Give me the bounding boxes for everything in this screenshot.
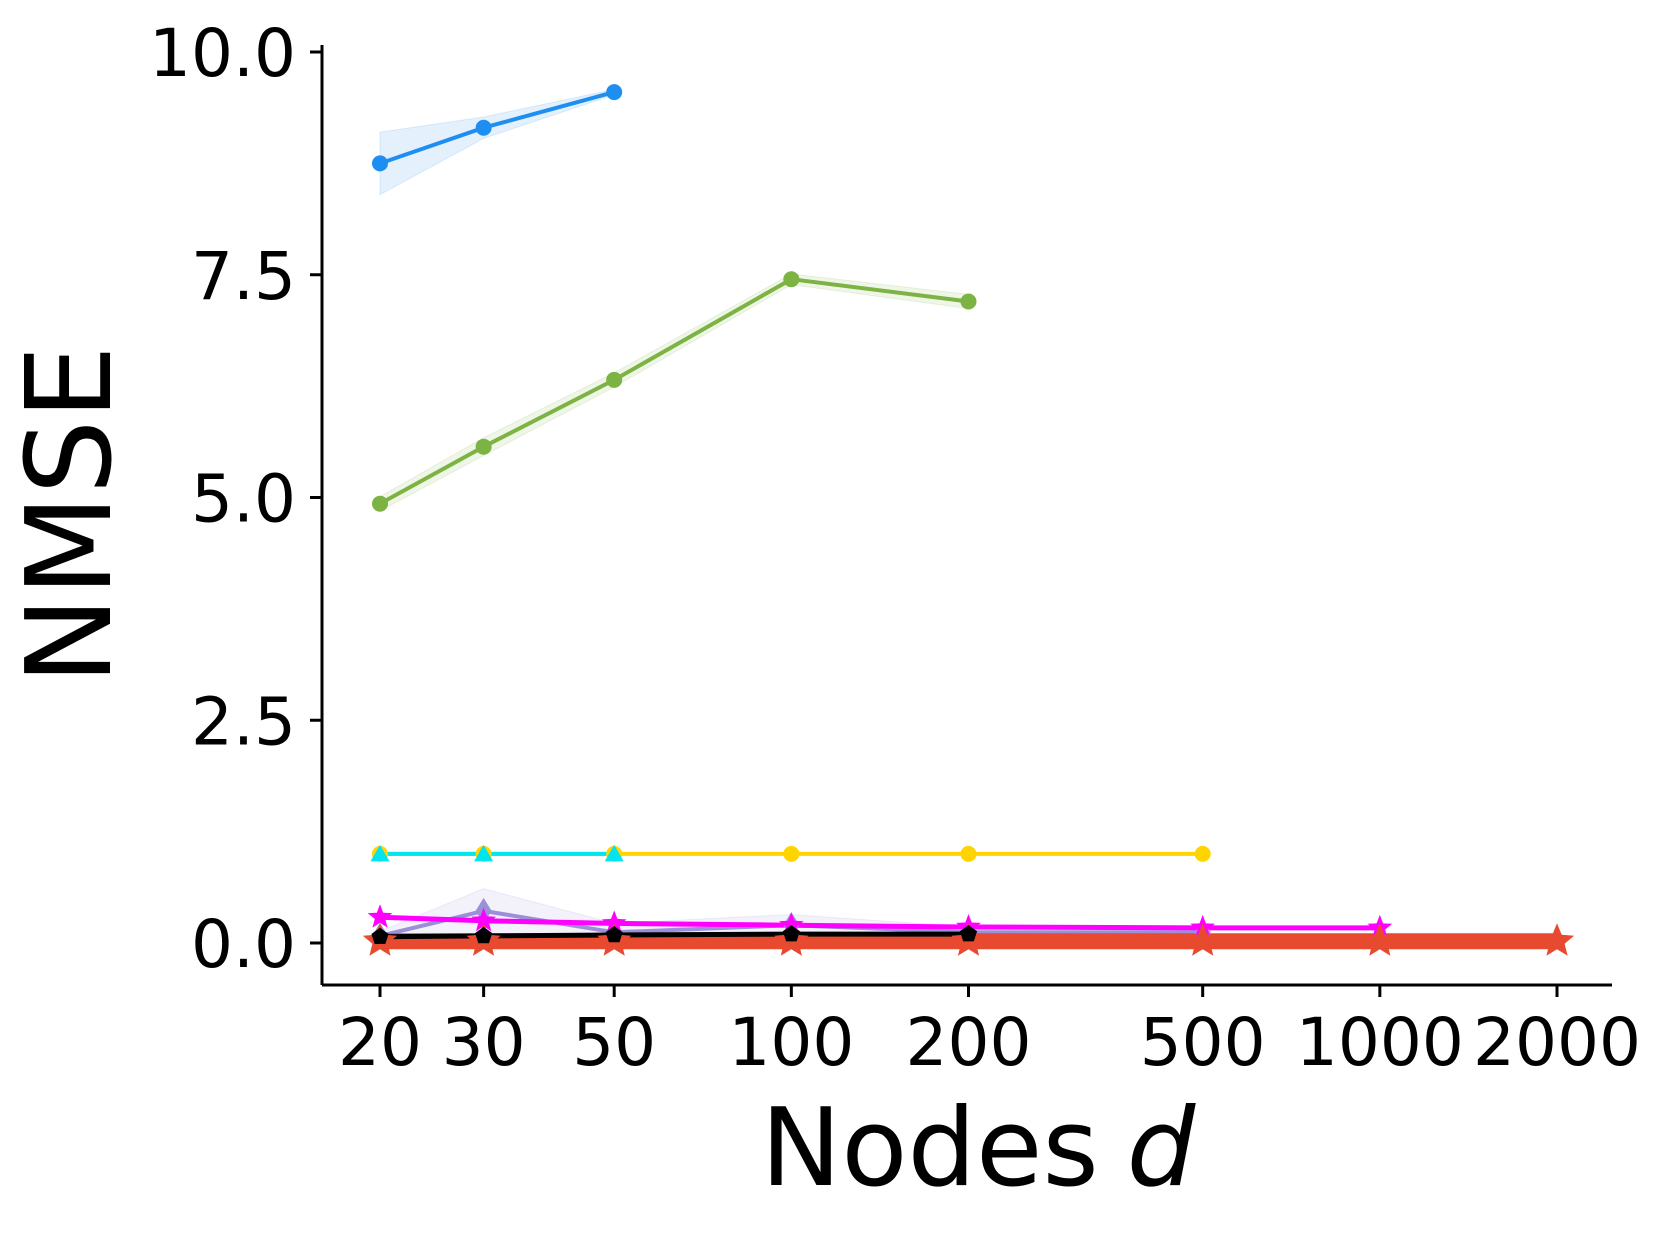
data-point <box>960 293 977 310</box>
data-point <box>782 925 800 942</box>
data-point <box>1539 923 1575 956</box>
x-tick-label: 30 <box>442 1004 526 1081</box>
data-point <box>372 495 388 512</box>
data-point <box>1362 923 1397 956</box>
series-lines <box>372 90 1565 950</box>
data-point <box>371 927 389 944</box>
y-tick-label: 0.0 <box>191 906 296 983</box>
x-tick-label: 500 <box>1140 1004 1266 1081</box>
data-point <box>604 844 624 862</box>
data-point <box>475 438 492 455</box>
y-tick-label: 7.5 <box>191 238 296 315</box>
y-axis-ticks: 0.0 2.5 5.0 7.5 10.0 <box>149 15 322 983</box>
x-tick-label: 200 <box>906 1004 1032 1081</box>
data-point <box>372 155 388 172</box>
data-point <box>370 844 390 862</box>
series-markers <box>362 84 1575 956</box>
x-tick-label: 20 <box>338 1004 422 1081</box>
x-tick-label: 50 <box>572 1004 656 1081</box>
data-point <box>475 119 492 136</box>
confidence-band <box>379 273 969 512</box>
data-point <box>606 84 623 101</box>
data-point <box>959 925 978 942</box>
data-point <box>1194 845 1211 862</box>
y-tick-label: 10.0 <box>149 15 296 92</box>
data-point <box>783 845 800 862</box>
data-point <box>1185 923 1220 956</box>
error-bands <box>379 88 1204 942</box>
y-axis-label: NMSE <box>0 345 138 685</box>
x-axis-label: Nodes d <box>761 1086 1197 1211</box>
data-point <box>960 845 977 862</box>
x-axis-ticks: 20 30 50 100 200 500 1000 2000 <box>338 985 1641 1081</box>
x-tick-label: 2000 <box>1473 1004 1641 1081</box>
y-tick-label: 5.0 <box>191 461 296 538</box>
x-tick-label: 1000 <box>1296 1004 1464 1081</box>
x-tick-label: 100 <box>728 1004 854 1081</box>
data-point <box>475 926 493 944</box>
data-point <box>471 907 496 932</box>
data-point <box>601 910 627 934</box>
data-point <box>783 271 800 288</box>
series-line <box>378 908 1205 938</box>
y-tick-label: 2.5 <box>191 683 296 760</box>
x-axis-label-variable: d <box>1127 1086 1197 1211</box>
data-point <box>606 371 623 388</box>
confidence-band <box>379 88 615 196</box>
series-line <box>378 277 971 506</box>
data-point <box>605 926 623 943</box>
data-point <box>367 904 393 928</box>
x-axis-label-text: Nodes <box>761 1086 1099 1211</box>
data-point <box>474 844 494 862</box>
